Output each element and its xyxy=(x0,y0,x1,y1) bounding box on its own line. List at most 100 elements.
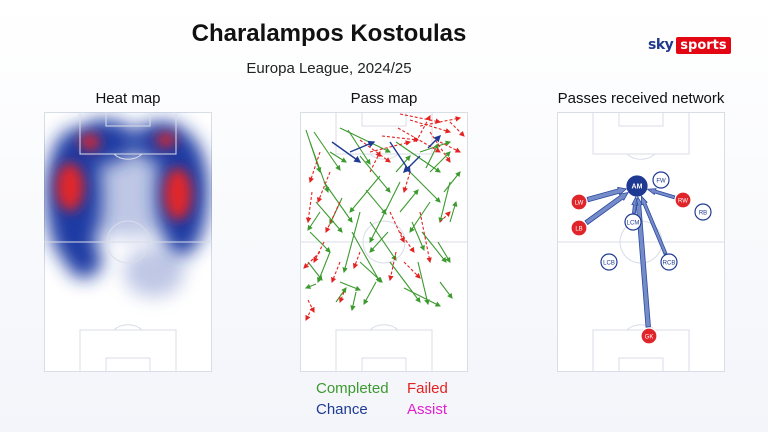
node-label-lcm: LCM xyxy=(627,221,640,227)
pass-completed-10 xyxy=(342,211,361,274)
edge-rw-to-am xyxy=(646,188,676,200)
pass-completed-14 xyxy=(409,171,441,203)
pass-failed-4 xyxy=(381,135,420,143)
pass-failed-19 xyxy=(439,211,451,223)
logo-sky-text: sky xyxy=(648,37,674,53)
pass-failed-11 xyxy=(305,191,313,224)
pass-completed-9 xyxy=(317,251,331,284)
pass-completed-15 xyxy=(429,151,451,173)
passes-received-network-chart: AM FW LW RW RB LB LCM LCB RCB GK xyxy=(557,112,725,372)
pass-completed-7 xyxy=(315,201,343,233)
node-label-rcb: RCB xyxy=(663,261,676,267)
pass-completed-29 xyxy=(335,287,347,303)
node-label-rw: RW xyxy=(678,199,688,205)
pass-failed-13 xyxy=(303,251,321,269)
legend-failed: Failed xyxy=(407,380,448,397)
pass-map-chart xyxy=(300,112,468,372)
pass-completed-36 xyxy=(307,211,321,231)
pass-completed-20 xyxy=(359,155,391,193)
pass-failed-17 xyxy=(399,231,415,253)
pass-chance-4 xyxy=(349,140,376,153)
node-lw xyxy=(570,193,588,211)
heat-map-label: Heat map xyxy=(95,90,161,107)
pass-completed-5 xyxy=(323,181,353,223)
pass-completed-40 xyxy=(449,200,458,223)
legend-completed: Completed xyxy=(316,380,389,397)
pass-failed-22 xyxy=(403,261,421,279)
node-label-am: AM xyxy=(632,184,643,191)
legend-assist: Assist xyxy=(407,401,448,418)
network-label: Passes received network xyxy=(557,90,725,107)
node-rb xyxy=(694,203,712,221)
pass-chance-2 xyxy=(403,155,421,173)
node-am xyxy=(626,175,648,197)
pass-failed-24 xyxy=(402,171,411,194)
pass-completed-18 xyxy=(395,141,441,173)
pass-completed-23 xyxy=(389,261,421,303)
sky-sports-logo: sky sports xyxy=(648,36,731,54)
pass-failed-7 xyxy=(439,141,461,153)
pass-failed-18 xyxy=(419,211,432,264)
pass-completed-2 xyxy=(313,131,341,171)
pass-failed-14 xyxy=(331,261,341,284)
pass-map-label: Pass map xyxy=(350,90,418,107)
pass-completed-4 xyxy=(347,129,371,165)
pass-completed-38 xyxy=(411,221,425,252)
pass-failed-9 xyxy=(317,171,331,204)
pass-completed-28 xyxy=(350,291,357,312)
page-subtitle: Europa League, 2024/25 xyxy=(246,60,412,77)
pass-failed-23 xyxy=(369,151,381,173)
edge-rcb-to-am xyxy=(640,195,668,255)
legend-chance: Chance xyxy=(316,401,368,418)
pass-failed-8 xyxy=(308,151,321,184)
node-lcm xyxy=(624,213,642,231)
node-label-lcb: LCB xyxy=(603,261,615,267)
pass-completed-3 xyxy=(339,127,391,153)
node-gk xyxy=(640,327,658,345)
pass-failed-12 xyxy=(313,241,325,263)
pass-completed-32 xyxy=(443,171,461,193)
pass-failed-15 xyxy=(352,251,361,270)
node-rw xyxy=(674,191,692,209)
node-label-gk: GK xyxy=(645,335,654,341)
pass-completed-27 xyxy=(304,283,317,289)
node-label-lb: LB xyxy=(575,227,582,233)
pass-failed-20 xyxy=(429,131,451,163)
pass-completed-22 xyxy=(421,231,447,263)
logo-sports-text: sports xyxy=(676,36,731,54)
edge-lcm-to-am xyxy=(631,195,639,214)
node-label-fw: FW xyxy=(656,179,666,185)
pass-completed-26 xyxy=(339,281,362,291)
pass-completed-6 xyxy=(309,231,331,253)
node-lcb xyxy=(600,253,618,271)
node-fw xyxy=(652,171,670,189)
pass-failed-2 xyxy=(419,116,462,127)
pass-completed-33 xyxy=(399,189,419,213)
pass-failed-1 xyxy=(409,119,452,134)
edge-lb-to-am xyxy=(584,191,629,226)
pass-completed-12 xyxy=(369,221,397,261)
pass-chance-3 xyxy=(427,135,441,149)
pass-failed-28 xyxy=(305,307,313,321)
pass-completed-31 xyxy=(437,241,451,263)
pass-completed-43 xyxy=(395,155,411,173)
pass-completed-37 xyxy=(369,231,389,253)
pass-completed-34 xyxy=(329,151,347,163)
pass-completed-21 xyxy=(409,201,431,233)
edge-lw-to-am xyxy=(586,186,628,203)
pass-completed-30 xyxy=(359,261,383,283)
pass-failed-5 xyxy=(359,139,391,163)
pass-failed-25 xyxy=(449,121,465,137)
pass-completed-44 xyxy=(439,281,453,299)
pass-failed-27 xyxy=(307,299,315,313)
node-label-rb: RB xyxy=(699,211,707,217)
pass-completed-39 xyxy=(363,281,377,305)
node-rcb xyxy=(660,253,678,271)
node-lb xyxy=(570,219,588,237)
pass-completed-16 xyxy=(438,181,451,224)
pass-chance-0 xyxy=(331,141,362,163)
pass-completed-25 xyxy=(403,287,441,307)
pass-failed-3 xyxy=(397,127,441,153)
heat-map-chart xyxy=(44,112,212,372)
pass-completed-11 xyxy=(351,231,381,283)
